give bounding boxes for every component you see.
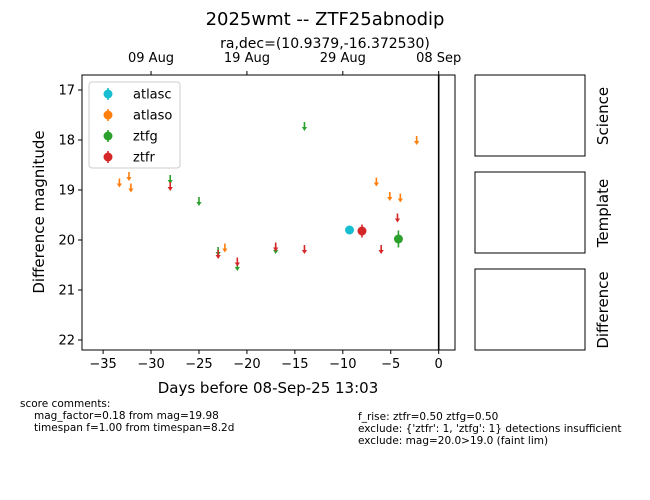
upper-limit-arrow-ztfg xyxy=(234,267,240,271)
y-axis: 17 18 19 20 21 22 xyxy=(58,84,82,349)
legend: atlasc atlaso ztfg ztfr xyxy=(88,81,181,169)
data-marks xyxy=(116,122,420,271)
y-axis-label: Difference magnitude xyxy=(30,130,48,293)
legend-label-ztfg: ztfg xyxy=(133,130,158,145)
upper-limit-arrow-atlaso xyxy=(126,177,132,181)
series-ztfr xyxy=(167,182,401,267)
top-date-axis: 09 Aug 19 Aug 29 Aug 08 Sep xyxy=(128,51,461,75)
legend-label-atlaso: atlaso xyxy=(133,109,172,124)
x-axis-label: Days before 08-Sep-25 13:03 xyxy=(158,379,379,397)
upper-limit-arrow-atlaso xyxy=(116,183,122,188)
upper-limit-arrow-ztfr xyxy=(234,262,240,267)
top-tick-label: 19 Aug xyxy=(224,51,270,66)
score-comments-heading: score comments: xyxy=(20,398,111,410)
series-atlaso xyxy=(116,136,420,253)
upper-limit-arrow-atlaso xyxy=(387,197,393,201)
chart-subtitle: ra,dec=(10.9379,-16.372530) xyxy=(220,36,430,52)
upper-limit-arrow-ztfg xyxy=(196,202,202,206)
upper-limit-arrow-ztfr xyxy=(273,247,279,252)
science-label: Science xyxy=(594,87,612,145)
plot-frame xyxy=(81,74,456,351)
score-comment-right-3: exclude: mag=20.0>19.0 (faint lim) xyxy=(358,435,549,447)
score-comment-right-2: exclude: {'ztfr': 1, 'ztfg': 1} detectio… xyxy=(358,423,622,435)
upper-limit-arrow-ztfr xyxy=(378,250,384,254)
y-tick-label: 22 xyxy=(58,334,75,349)
upper-limit-arrow-ztfr xyxy=(215,255,221,259)
top-tick-label: 08 Sep xyxy=(416,51,461,66)
y-tick-label: 18 xyxy=(58,134,75,149)
upper-limit-arrow-ztfg xyxy=(301,127,308,131)
upper-limit-arrow-ztfr xyxy=(394,218,401,223)
upper-limit-arrow-ztfr xyxy=(167,187,173,191)
difference-panel xyxy=(474,268,586,351)
detection-point-ztfr xyxy=(357,226,367,236)
upper-limit-arrow-atlaso xyxy=(414,141,420,145)
score-comment-right-1: f_rise: ztfr=0.50 ztfg=0.50 xyxy=(358,411,499,423)
science-panel xyxy=(474,74,586,157)
x-tick-label: −20 xyxy=(233,357,260,372)
upper-limit-arrow-ztfr xyxy=(301,250,308,254)
x-tick-label: −30 xyxy=(137,357,164,372)
upper-limit-arrow-atlaso xyxy=(373,182,379,187)
series-atlasc xyxy=(345,225,355,235)
x-tick-label: −10 xyxy=(329,357,356,372)
detection-point-atlasc xyxy=(345,225,355,235)
template-label: Template xyxy=(594,179,612,248)
x-tick-label: −35 xyxy=(89,357,116,372)
legend-marker-ztfr xyxy=(103,152,113,162)
difference-label: Difference xyxy=(594,271,612,348)
y-tick-label: 21 xyxy=(58,284,75,299)
legend-label-atlasc: atlasc xyxy=(133,88,172,103)
upper-limit-arrow-ztfg xyxy=(273,250,279,254)
y-tick-label: 17 xyxy=(58,84,75,99)
x-tick-label: 0 xyxy=(435,357,443,372)
y-tick-label: 19 xyxy=(58,184,75,199)
score-comment-left-1: mag_factor=0.18 from mag=19.98 xyxy=(34,410,219,422)
score-comment-left-2: timespan f=1.00 from timespan=8.2d xyxy=(34,422,235,434)
legend-marker-ztfg xyxy=(103,131,113,141)
y-tick-label: 20 xyxy=(58,234,75,249)
x-tick-label: −25 xyxy=(185,357,212,372)
x-axis: −35 −30 −25 −20 −15 −10 −5 0 xyxy=(89,350,443,372)
legend-marker-atlaso xyxy=(103,110,113,120)
legend-box xyxy=(88,81,181,169)
detection-point-ztfg xyxy=(393,234,403,244)
template-panel xyxy=(474,171,586,254)
series-ztfg xyxy=(167,122,403,271)
legend-label-ztfr: ztfr xyxy=(133,151,155,166)
chart-title: 2025wmt -- ZTF25abnodip xyxy=(206,9,445,30)
x-tick-label: −15 xyxy=(281,357,308,372)
top-tick-label: 09 Aug xyxy=(128,51,174,66)
top-tick-label: 29 Aug xyxy=(320,51,366,66)
upper-limit-arrow-atlaso xyxy=(128,188,134,193)
x-tick-label: −5 xyxy=(381,357,400,372)
legend-marker-atlasc xyxy=(103,89,113,99)
upper-limit-arrow-atlaso xyxy=(222,248,228,253)
upper-limit-arrow-atlaso xyxy=(397,198,403,203)
